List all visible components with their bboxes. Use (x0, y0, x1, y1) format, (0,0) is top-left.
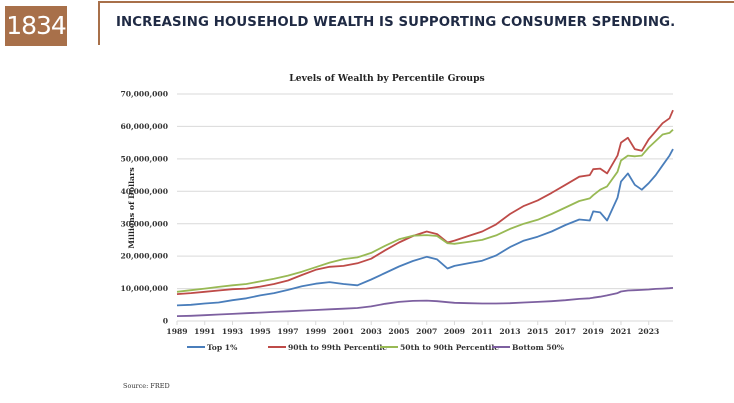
legend-label: Top 1% (207, 343, 238, 352)
x-tick-label: 2005 (388, 327, 409, 336)
legend-label: Bottom 50% (512, 343, 565, 352)
header-vertical-divider (98, 1, 100, 45)
y-axis-title: Millions of Dollars (127, 167, 136, 249)
x-tick-label: 2021 (610, 327, 631, 336)
header-divider (98, 1, 734, 3)
x-tick-label: 2019 (583, 327, 604, 336)
legend: Top 1% 90th to 99th Percentile 50th to 90t… (187, 343, 565, 352)
x-tick-label: 1999 (305, 327, 326, 336)
series-line-3 (176, 287, 674, 317)
legend-item: Bottom 50% (492, 343, 565, 352)
brand-logo: 1834 (5, 6, 67, 46)
y-tick-label: 30,000,000 (120, 219, 168, 228)
y-axis-ticks: 0 10,000,000 20,000,000 30,000,000 40,000,00… (120, 90, 168, 326)
series-lines (176, 109, 674, 317)
gridlines (177, 93, 673, 290)
legend-item: 50th to 90th Percentile (380, 343, 499, 352)
y-tick-label: 50,000,000 (120, 154, 168, 163)
y-tick-label: 60,000,000 (120, 122, 168, 131)
x-tick-label: 2015 (527, 327, 548, 336)
x-tick-label: 2013 (499, 327, 520, 336)
source-note: Source: FRED (123, 382, 170, 390)
x-tick-label: 1989 (166, 327, 187, 336)
legend-item: 90th to 99th Percentile (268, 343, 387, 352)
x-axis: 1989 1991 1993 1995 1997 1999 2001 2003 2005 2007… (166, 320, 673, 336)
y-tick-label: 70,000,000 (120, 90, 168, 99)
x-tick-label: 1997 (277, 327, 298, 336)
x-tick-label: 2017 (555, 327, 576, 336)
y-tick-label: 40,000,000 (120, 187, 168, 196)
x-tick-label: 1995 (250, 327, 271, 336)
x-tick-label: 1993 (222, 327, 243, 336)
x-tick-label: 2023 (638, 327, 659, 336)
series-line-2 (176, 129, 674, 293)
series-line-0 (176, 148, 674, 307)
page-headline: INCREASING HOUSEHOLD WEALTH IS SUPPORTIN… (116, 15, 676, 30)
legend-label: 50th to 90th Percentile (400, 343, 499, 352)
chart-title: Levels of Wealth by Percentile Groups (289, 73, 484, 84)
x-tick-label: 1991 (194, 327, 215, 336)
legend-item: Top 1% (187, 343, 238, 352)
x-tick-label: 2001 (333, 327, 354, 336)
y-tick-label: 0 (163, 317, 168, 326)
x-tick-label: 2007 (416, 327, 437, 336)
x-tick-label: 2003 (361, 327, 382, 336)
y-tick-label: 10,000,000 (120, 284, 168, 293)
x-tick-label: 2009 (444, 327, 465, 336)
series-line-1 (176, 109, 674, 295)
legend-label: 90th to 99th Percentile (288, 343, 387, 352)
x-tick-label: 2011 (472, 327, 493, 336)
y-tick-label: 20,000,000 (120, 252, 168, 261)
